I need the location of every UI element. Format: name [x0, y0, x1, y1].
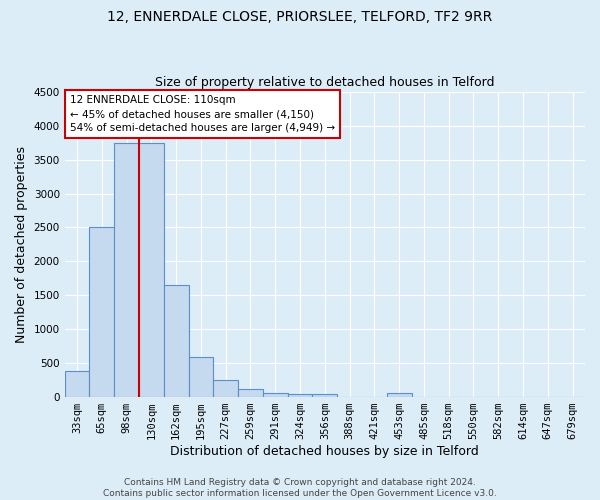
Text: 12, ENNERDALE CLOSE, PRIORSLEE, TELFORD, TF2 9RR: 12, ENNERDALE CLOSE, PRIORSLEE, TELFORD,… [107, 10, 493, 24]
Bar [139, 143, 164, 397]
Bar [65, 371, 89, 396]
Bar [287, 394, 313, 396]
Bar [313, 394, 337, 396]
Bar [89, 228, 114, 396]
Text: Contains HM Land Registry data © Crown copyright and database right 2024.
Contai: Contains HM Land Registry data © Crown c… [103, 478, 497, 498]
Bar [188, 358, 214, 397]
X-axis label: Distribution of detached houses by size in Telford: Distribution of detached houses by size … [170, 444, 479, 458]
Title: Size of property relative to detached houses in Telford: Size of property relative to detached ho… [155, 76, 494, 90]
Bar [387, 393, 412, 396]
Bar [263, 392, 287, 396]
Bar [114, 143, 139, 397]
Y-axis label: Number of detached properties: Number of detached properties [15, 146, 28, 343]
Bar [214, 380, 238, 396]
Bar [164, 285, 188, 397]
Text: 12 ENNERDALE CLOSE: 110sqm
← 45% of detached houses are smaller (4,150)
54% of s: 12 ENNERDALE CLOSE: 110sqm ← 45% of deta… [70, 95, 335, 133]
Bar [238, 390, 263, 396]
